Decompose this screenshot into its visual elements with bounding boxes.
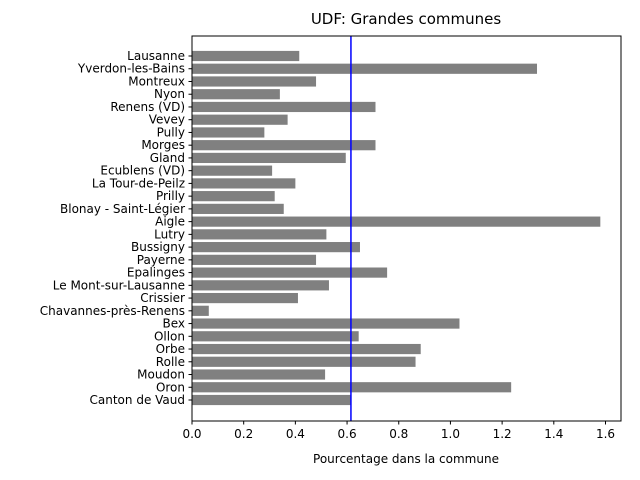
- category-label-0: Lausanne: [127, 49, 185, 63]
- category-labels: LausanneYverdon-les-BainsMontreuxNyonRen…: [40, 49, 192, 407]
- bar-23: [192, 343, 421, 355]
- bar-8: [192, 152, 346, 164]
- category-label-8: Gland: [150, 151, 185, 165]
- category-label-18: Le Mont-sur-Lausanne: [53, 278, 185, 292]
- category-label-9: Ecublens (VD): [100, 164, 185, 178]
- plot-frame: [191, 35, 622, 422]
- bar-27: [192, 394, 351, 406]
- chart-title: UDF: Grandes communes: [311, 10, 502, 28]
- category-label-2: Montreux: [128, 74, 185, 88]
- x-tick-label-5: 1.0: [441, 427, 460, 441]
- category-label-23: Orbe: [156, 342, 185, 356]
- category-label-5: Vevey: [149, 113, 185, 127]
- x-tick-label-1: 0.2: [234, 427, 253, 441]
- x-tick-label-0: 0.0: [182, 427, 201, 441]
- bar-25: [192, 369, 326, 380]
- bar-9: [192, 165, 273, 176]
- x-tick-label-7: 1.4: [544, 427, 563, 441]
- category-label-10: La Tour-de-Peilz: [92, 176, 185, 190]
- category-label-21: Bex: [162, 317, 185, 331]
- category-label-11: Prilly: [156, 189, 185, 203]
- category-label-1: Yverdon-les-Bains: [77, 62, 185, 76]
- x-tick-label-2: 0.4: [286, 427, 305, 441]
- bar-5: [192, 114, 288, 125]
- bar-7: [192, 140, 376, 151]
- category-label-15: Bussigny: [131, 240, 185, 254]
- bar-19: [192, 292, 298, 304]
- bar-0: [192, 50, 300, 62]
- bar-10: [192, 178, 296, 189]
- bar-18: [192, 280, 329, 291]
- category-label-25: Moudon: [137, 368, 185, 382]
- x-tick-label-6: 1.2: [493, 427, 512, 441]
- bar-2: [192, 76, 317, 87]
- category-label-12: Blonay - Saint-Légier: [60, 202, 185, 216]
- category-label-17: Epalinges: [127, 266, 185, 280]
- x-axis-ticks: 0.0 0.2 0.4 0.6 0.8 1.0 1.2 1.4 1.6: [182, 421, 615, 441]
- category-label-13: Aigle: [155, 215, 185, 229]
- category-label-24: Rolle: [156, 355, 185, 369]
- category-label-16: Payerne: [137, 253, 185, 267]
- bar-1: [192, 63, 538, 74]
- bar-12: [192, 203, 284, 214]
- bar-17: [192, 267, 388, 278]
- category-label-3: Nyon: [154, 87, 185, 101]
- category-label-27: Canton de Vaud: [90, 393, 185, 407]
- category-label-22: Ollon: [154, 329, 185, 343]
- bar-16: [192, 254, 317, 265]
- category-label-6: Pully: [157, 125, 185, 139]
- bar-3: [192, 89, 280, 100]
- category-label-19: Crissier: [140, 291, 185, 305]
- bar-21: [192, 318, 460, 329]
- bar-22: [192, 331, 359, 342]
- category-label-14: Lutry: [154, 227, 185, 241]
- bar-24: [192, 356, 416, 367]
- x-tick-label-8: 1.6: [596, 427, 615, 441]
- bar-15: [192, 242, 360, 253]
- bar-20: [192, 305, 209, 316]
- category-label-4: Renens (VD): [110, 100, 185, 114]
- bar-4: [192, 101, 376, 113]
- x-tick-label-4: 0.8: [389, 427, 408, 441]
- category-label-20: Chavannes-près-Renens: [40, 304, 185, 318]
- x-tick-label-3: 0.6: [338, 427, 357, 441]
- bar-13: [192, 216, 601, 227]
- category-label-26: Oron: [156, 380, 185, 394]
- x-axis-label: Pourcentage dans la commune: [313, 452, 499, 466]
- bar-6: [192, 127, 265, 138]
- category-label-7: Morges: [141, 138, 185, 152]
- bar-11: [192, 191, 275, 202]
- bar-14: [192, 229, 327, 240]
- bars-group: [192, 50, 601, 406]
